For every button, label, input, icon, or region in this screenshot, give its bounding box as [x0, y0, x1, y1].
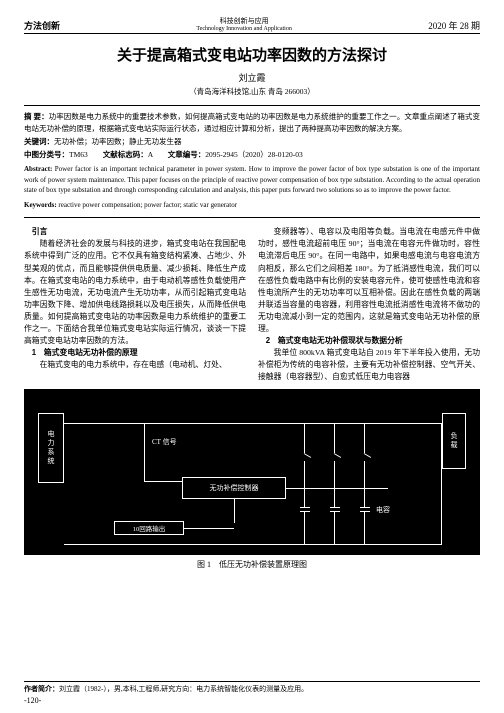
paper-title: 关于提高箱式变电站功率因数的方法探讨: [24, 44, 480, 65]
author-info: 作者简介：刘立霞（1982-），男,本科,工程师,研究方向：电力系统智能化仪表的…: [24, 684, 480, 694]
doc: A: [148, 150, 153, 159]
author-info-label: 作者简介：: [24, 685, 59, 693]
s1-body: 在箱式变电的电力系统中，存在电感（电动机、灯处、: [24, 359, 246, 371]
abstract-block: 摘 要：功率因数是电力系统中的重要技术参数，如何提高箱式变电站的功率因数是电力系…: [24, 105, 480, 218]
header-left: 方法创新: [24, 19, 60, 32]
right-p1: 变频器等）、电容以及电阻等负载。当电流在电感元件中做功时，感性电流超前电压 90…: [258, 226, 480, 335]
column-left: 引言 随着经济社会的发展与科技的进步，箱式变电站在我国配电系统中得到广泛的应用。…: [24, 226, 246, 383]
intro-body: 随着经济社会的发展与科技的进步，箱式变电站在我国配电系统中得到广泛的应用。它不仅…: [24, 238, 246, 347]
header-center: 科技创新与应用 Technology Innovation and Applic…: [196, 18, 291, 32]
abstract-cn-text: 功率因数是电力系统中的重要技术参数，如何提高箱式变电站的功率因数是电力系统维护的…: [24, 112, 480, 132]
clc: TM63: [69, 150, 88, 159]
no-label: 文章编号：: [168, 150, 206, 159]
body-columns: 引言 随着经济社会的发展与科技的进步，箱式变电站在我国配电系统中得到广泛的应用。…: [24, 226, 480, 383]
affiliation: （青岛海洋科技馆,山东 青岛 266003）: [24, 86, 480, 97]
s1-title: 1 箱式变电站无功补偿的原理: [24, 347, 246, 359]
loop-box: 10回路输出: [114, 521, 184, 535]
keywords-en: Keywords: reactive power compensation; p…: [24, 200, 480, 211]
controller-box: 无功补偿控制器: [182, 477, 286, 499]
ct-label: CT 信号: [152, 437, 177, 447]
s2-title: 2 箱式变电站无功补偿现状与数据分析: [258, 335, 480, 347]
keywords-cn: 关键词：无功补偿；功率因数；静止无功发生器: [24, 136, 480, 147]
journal-en: Technology Innovation and Application: [196, 26, 291, 33]
author-info-text: 刘立霞（1982-），男,本科,工程师,研究方向：电力系统智能化仪表的测量及应用…: [59, 685, 308, 693]
keywords-cn-label: 关键词：: [24, 137, 54, 146]
keywords-cn-text: 无功补偿；功率因数；静止无功发生器: [54, 137, 182, 146]
power-system-box: 电力系统: [38, 413, 64, 483]
load-box: 负载: [442, 413, 466, 469]
column-right: 变频器等）、电容以及电阻等负载。当电流在电感元件中做功时，感性电流超前电压 90…: [258, 226, 480, 383]
intro-title: 引言: [24, 226, 246, 238]
abstract-cn: 摘 要：功率因数是电力系统中的重要技术参数，如何提高箱式变电站的功率因数是电力系…: [24, 111, 480, 134]
author: 刘立霞: [24, 71, 480, 84]
page-number: -120-: [24, 696, 480, 705]
figure-1: 电力系统 负载 CT 信号 无功补偿控制器 10回路输出: [24, 389, 480, 570]
abstract-cn-label: 摘 要：: [24, 112, 49, 121]
footer: 作者简介：刘立霞（1982-），男,本科,工程师,研究方向：电力系统智能化仪表的…: [24, 681, 480, 705]
keywords-en-label: Keywords:: [24, 201, 57, 209]
abstract-en: Abstract: Power factor is an important t…: [24, 164, 480, 196]
header-right: 2020 年 28 期: [428, 19, 480, 32]
classify-row: 中图分类号：TM63 文献标志码：A 文章编号：2095-2945（2020）2…: [24, 149, 480, 160]
abstract-en-text: Power factor is an important technical p…: [24, 165, 480, 194]
header-bar: 方法创新 科技创新与应用 Technology Innovation and A…: [24, 18, 480, 34]
abstract-en-label: Abstract:: [24, 165, 52, 173]
clc-label: 中图分类号：: [24, 150, 69, 159]
keywords-en-text: reactive power compensation; power facto…: [57, 201, 237, 209]
circuit-diagram: 电力系统 负载 CT 信号 无功补偿控制器 10回路输出: [24, 389, 480, 555]
journal-cn: 科技创新与应用: [196, 18, 291, 26]
no: 2095-2945（2020）28-0120-03: [205, 150, 303, 159]
doc-label: 文献标志码：: [103, 150, 148, 159]
figure-caption: 图 1 低压无功补偿装置原理图: [24, 559, 480, 570]
cap-label: 电容: [376, 505, 390, 515]
s2-body: 我单位 800kVA 箱式变电站自 2019 年下半年投入使用，无功补偿柜为传统…: [258, 347, 480, 383]
